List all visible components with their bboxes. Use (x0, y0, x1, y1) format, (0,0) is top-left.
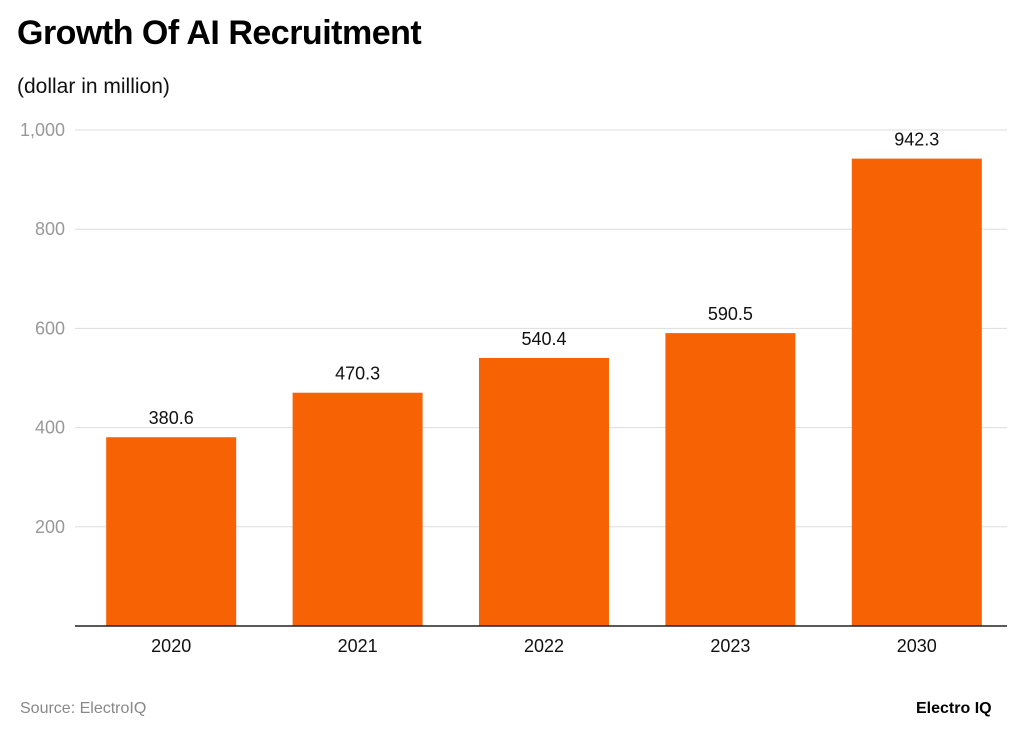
y-tick-label: 200 (35, 517, 65, 537)
source-note: Source: ElectroIQ (20, 700, 147, 717)
data-label: 590.5 (708, 304, 753, 324)
x-tick-label: 2020 (151, 636, 191, 656)
bar-2030 (851, 158, 982, 626)
electroiq-logo: Electro IQ (916, 700, 992, 717)
y-tick-label: 800 (35, 219, 65, 239)
bar-2020 (106, 437, 237, 626)
chart-title: Growth Of AI Recruitment (17, 14, 422, 52)
x-tick-label: 2030 (897, 636, 937, 656)
bar-2021 (292, 392, 423, 626)
x-tick-label: 2022 (524, 636, 564, 656)
bar-2022 (479, 357, 609, 626)
x-tick-label: 2023 (710, 636, 750, 656)
data-label: 942.3 (894, 130, 939, 150)
y-tick-label: 600 (35, 318, 65, 338)
data-label: 540.4 (521, 329, 566, 349)
y-tick-label: 400 (35, 418, 65, 438)
chart-subtitle: (dollar in million) (17, 75, 170, 98)
data-label: 380.6 (149, 408, 194, 428)
y-tick-label: 1,000 (20, 120, 65, 140)
x-tick-label: 2021 (338, 636, 378, 656)
data-label: 470.3 (335, 364, 380, 384)
bar-2023 (665, 333, 796, 626)
